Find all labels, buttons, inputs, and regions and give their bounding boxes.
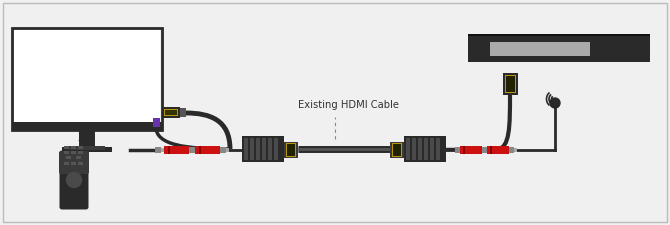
- Bar: [412, 138, 416, 160]
- Bar: [506, 76, 515, 92]
- Bar: [69, 146, 105, 150]
- Bar: [424, 138, 428, 160]
- Bar: [505, 75, 516, 93]
- Bar: [162, 107, 180, 118]
- Bar: [503, 73, 518, 95]
- Bar: [12, 28, 162, 130]
- Bar: [161, 148, 164, 152]
- Bar: [390, 142, 404, 158]
- Text: Existing HDMI Cable: Existing HDMI Cable: [298, 100, 399, 110]
- Bar: [180, 108, 186, 117]
- Bar: [71, 146, 76, 149]
- Bar: [71, 151, 76, 154]
- Bar: [78, 151, 83, 154]
- Bar: [460, 146, 482, 154]
- Bar: [12, 122, 162, 130]
- Bar: [455, 147, 460, 153]
- Bar: [418, 138, 422, 160]
- Bar: [153, 118, 160, 127]
- Bar: [268, 138, 272, 160]
- Bar: [244, 138, 248, 160]
- Bar: [509, 147, 514, 153]
- FancyBboxPatch shape: [59, 151, 89, 174]
- Bar: [284, 142, 298, 158]
- Bar: [392, 143, 402, 157]
- Bar: [490, 146, 492, 154]
- FancyBboxPatch shape: [60, 151, 88, 209]
- Bar: [406, 138, 410, 160]
- Circle shape: [550, 98, 560, 108]
- Bar: [195, 146, 220, 154]
- Bar: [393, 144, 401, 156]
- Bar: [468, 36, 650, 62]
- Bar: [242, 136, 284, 162]
- Bar: [62, 147, 112, 152]
- Bar: [404, 136, 446, 162]
- Bar: [287, 144, 295, 156]
- Circle shape: [66, 173, 82, 187]
- Bar: [155, 147, 161, 153]
- Bar: [262, 138, 266, 160]
- Bar: [226, 148, 229, 152]
- Bar: [430, 138, 434, 160]
- Bar: [490, 42, 590, 56]
- Bar: [66, 156, 71, 159]
- Bar: [76, 156, 81, 159]
- Bar: [468, 34, 650, 36]
- Bar: [64, 162, 69, 165]
- Bar: [286, 143, 296, 157]
- Bar: [189, 147, 195, 153]
- Bar: [64, 151, 69, 154]
- Bar: [64, 146, 69, 149]
- Bar: [274, 138, 278, 160]
- Bar: [220, 147, 226, 153]
- Bar: [78, 146, 83, 149]
- Bar: [463, 146, 465, 154]
- Bar: [514, 148, 517, 152]
- Bar: [79, 130, 95, 148]
- Bar: [436, 138, 440, 160]
- Bar: [14, 30, 160, 122]
- Bar: [78, 162, 83, 165]
- Bar: [168, 146, 170, 154]
- Bar: [482, 147, 487, 153]
- Bar: [256, 138, 260, 160]
- Bar: [250, 138, 254, 160]
- Bar: [165, 110, 177, 115]
- Bar: [199, 146, 201, 154]
- Bar: [487, 146, 509, 154]
- Bar: [71, 162, 76, 165]
- Bar: [164, 109, 178, 116]
- Bar: [164, 146, 189, 154]
